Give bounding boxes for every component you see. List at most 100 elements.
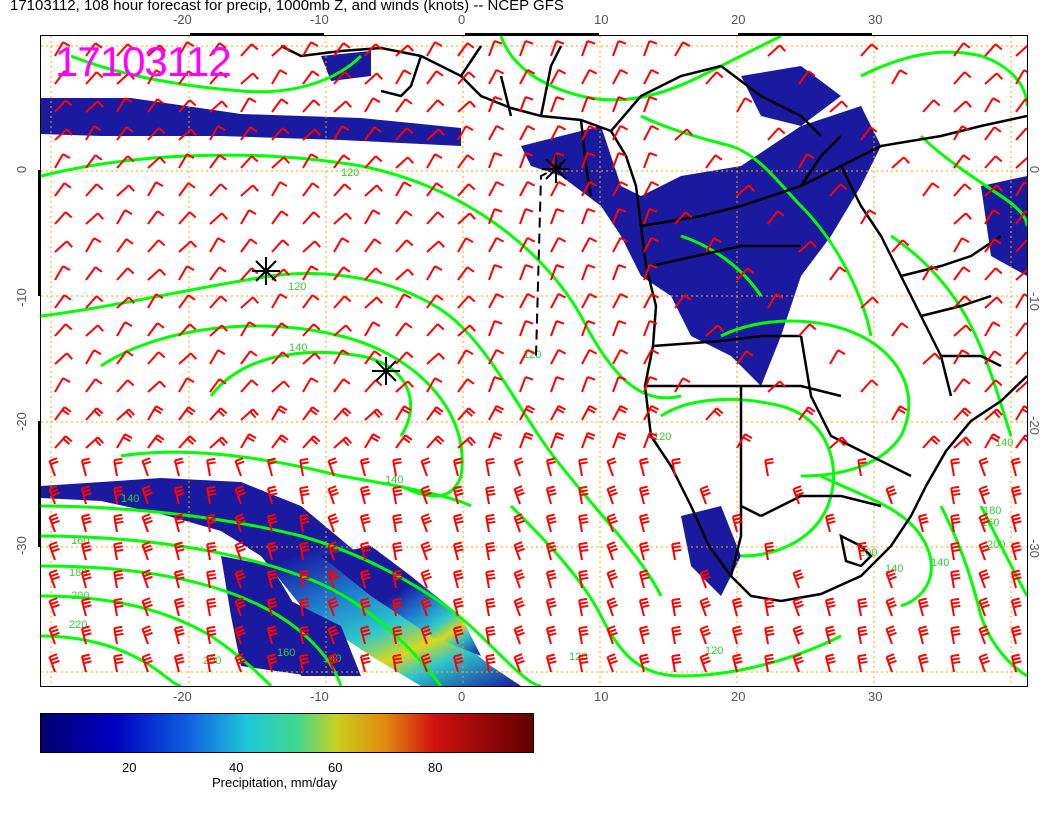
- wind-barb-feather: [487, 548, 496, 553]
- wind-barb-feather: [50, 488, 59, 494]
- wind-barb-feather: [992, 97, 1001, 103]
- wind-barb-feather: [672, 461, 681, 465]
- wind-barb-feather: [556, 96, 565, 101]
- wind-barb-feather: [125, 126, 134, 133]
- wind-barb-feather: [841, 100, 848, 108]
- wind-barb-feather: [185, 409, 194, 416]
- wind-barb-feather: [651, 237, 660, 243]
- wind-barb-feather: [980, 516, 989, 522]
- wind-barb-feather: [361, 516, 370, 521]
- star-marker: [252, 257, 280, 285]
- wind-barb: [85, 183, 98, 197]
- wind-barb: [488, 40, 496, 57]
- wind-barb-feather: [208, 660, 217, 665]
- wind-barb: [85, 100, 99, 113]
- wind-barb: [178, 182, 190, 197]
- wind-barb-feather: [248, 209, 257, 215]
- wind-barb-feather: [280, 98, 289, 105]
- top-tick: 20: [731, 12, 746, 27]
- wind-barb-feather: [220, 407, 228, 415]
- wind-barb-feather: [360, 597, 369, 602]
- wind-barb: [581, 208, 589, 225]
- wind-barb-feather: [82, 460, 91, 465]
- wind-barb-feather: [649, 208, 658, 213]
- wind-barb: [147, 268, 161, 281]
- wind-barb-feather: [1013, 548, 1022, 553]
- wind-barb-feather: [283, 156, 290, 164]
- wind-barb-feather: [142, 457, 151, 462]
- wind-barb-feather: [174, 569, 183, 574]
- wind-barb: [178, 41, 188, 57]
- wind-barb-feather: [825, 653, 834, 658]
- wind-barb: [891, 405, 901, 421]
- wind-barb: [240, 238, 252, 253]
- wind-barb-feather: [468, 407, 476, 415]
- wind-barb-feather: [795, 491, 804, 497]
- wind-barb: [984, 433, 994, 449]
- wind-barb-feather: [128, 408, 135, 416]
- contour-label: 160: [71, 535, 89, 547]
- wind-barb-feather: [252, 408, 259, 416]
- wind-barb-feather: [641, 604, 650, 609]
- wind-barb-feather: [608, 544, 617, 550]
- wind-barb-feather: [207, 569, 216, 574]
- contour-label: 180: [983, 505, 1001, 517]
- wind-barb-feather: [267, 513, 276, 518]
- wind-barb-feather: [649, 376, 658, 381]
- wind-barb-feather: [486, 573, 495, 577]
- wind-barb: [984, 43, 997, 57]
- wind-barb-feather: [486, 597, 495, 602]
- wind-barb-feather: [50, 628, 59, 634]
- wind-barb-feather: [93, 349, 102, 355]
- wind-barb: [271, 98, 283, 113]
- wind-barb-feather: [618, 432, 627, 437]
- wind-barb-feather: [190, 352, 197, 360]
- wind-barb-feather: [407, 380, 414, 388]
- wind-barb-feather: [546, 653, 555, 658]
- wind-barb-feather: [487, 520, 496, 525]
- wind-barb-feather: [514, 513, 523, 518]
- wind-barb-feather: [869, 126, 878, 133]
- wind-barb-feather: [66, 352, 73, 360]
- forecast-stamp: 17103112: [55, 38, 232, 85]
- wind-barb-feather: [516, 519, 525, 525]
- wind-barb: [767, 127, 780, 141]
- wind-barb-feather: [143, 460, 152, 466]
- wind-barb-feather: [990, 436, 999, 443]
- wind-barb-feather: [330, 631, 339, 637]
- wind-barb: [860, 296, 874, 309]
- wind-barb-feather: [558, 405, 567, 411]
- wind-barb-feather: [765, 629, 774, 633]
- wind-barb: [240, 97, 250, 113]
- wind-barb-feather: [187, 70, 196, 77]
- wind-barb-feather: [268, 600, 277, 605]
- wind-barb-feather: [403, 405, 412, 411]
- wind-barb: [147, 239, 160, 253]
- top-tick: 10: [594, 12, 609, 27]
- wind-barb: [488, 320, 496, 337]
- wind-barb-feather: [186, 41, 195, 47]
- wind-barb: [1015, 380, 1027, 393]
- wind-barb-feather: [649, 432, 658, 437]
- wind-barb-feather: [158, 127, 166, 135]
- wind-barb-feather: [115, 492, 124, 497]
- wind-barb-feather: [496, 69, 505, 75]
- wind-barb-feather: [1021, 408, 1027, 414]
- wind-barb: [240, 296, 254, 309]
- wind-barb-feather: [156, 434, 165, 441]
- wind-barb-feather: [280, 322, 289, 329]
- wind-barb-feather: [794, 600, 803, 606]
- wind-barb-feather: [93, 237, 102, 243]
- wind-barb-feather: [618, 96, 627, 101]
- wind-barb-feather: [393, 569, 402, 574]
- wind-barb: [519, 432, 527, 449]
- wind-barb-feather: [673, 548, 682, 553]
- wind-barb-feather: [682, 41, 691, 47]
- wind-barb-feather: [207, 489, 216, 493]
- wind-barb-feather: [609, 547, 618, 553]
- wind-barb-feather: [423, 631, 432, 637]
- wind-barb-feather: [980, 544, 989, 550]
- wind-barb-feather: [81, 653, 90, 658]
- wind-barb: [116, 126, 128, 141]
- wind-barb-feather: [207, 597, 216, 602]
